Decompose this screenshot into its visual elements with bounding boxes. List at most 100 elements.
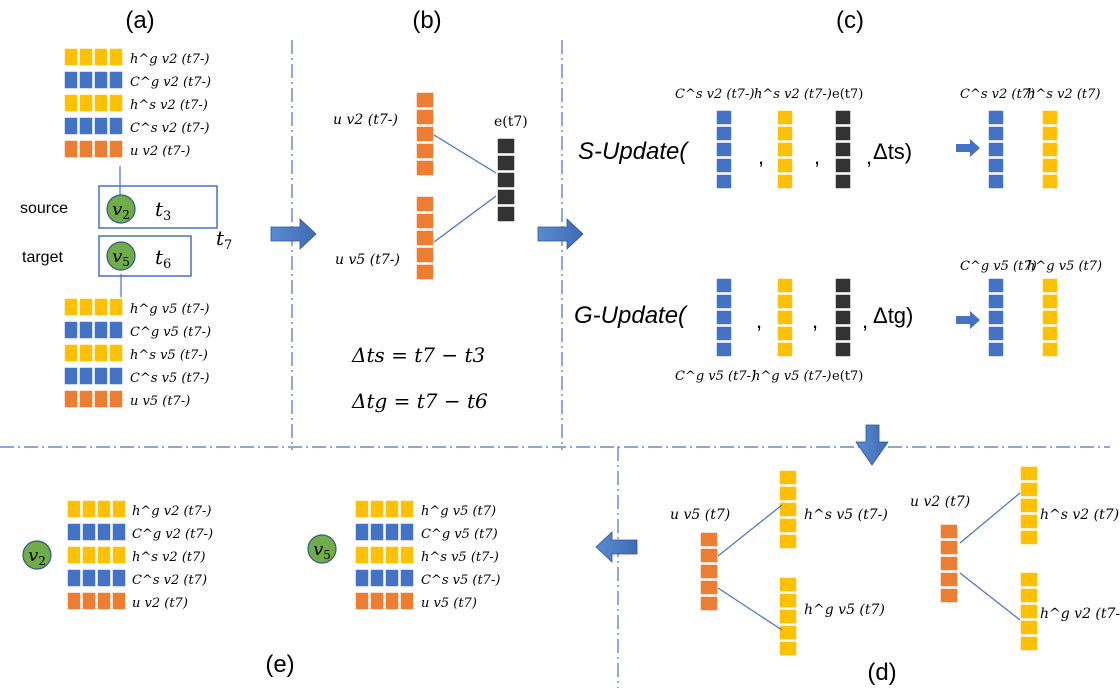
label-d-hs-v2: h^s v2 (t7) [1040,507,1119,523]
e-v2-cell [81,499,97,519]
edge-u-v2-to-e [433,134,497,174]
a-v5-cell [108,366,124,386]
e-v5-cell [384,522,400,542]
e-v2-cell [96,499,112,519]
d-hs-v5-cell [778,469,798,486]
d-u-v5-cell [699,595,719,612]
c-s-out-h-cell [1041,125,1059,142]
a-v5-cell [93,297,109,317]
c-s-in-e-cell [834,157,852,174]
label-d-hs-v5: h^s v5 (t7-) [804,507,888,523]
edge-u-v2-to-hs [959,492,1021,544]
a-v2-cell [78,139,94,159]
a-v2-cell [93,93,109,113]
a-v2-row-label: h^s v2 (t7-) [130,98,208,113]
v2-state-labels: h^g v2 (t7-) C^g v2 (t7-) h^s v2 (t7-) C^s … [130,52,211,159]
a-v2-cell [78,70,94,90]
e-v2-cell [111,591,127,611]
d-hg-v5-cell [778,592,798,609]
a-v2-row-label: u v2 (t7-) [130,144,190,159]
a-v5-cell [63,366,79,386]
g-comma-3: , [862,308,868,333]
edge-u-v5-to-e [433,195,497,243]
b-e-cell [496,154,516,172]
e-v5-cell [354,591,370,611]
c-g-out-c-cell [987,277,1005,294]
d-hg-v5-cell [778,624,798,641]
d-u-v2-cell [939,587,959,604]
a-v5-cell [78,389,94,409]
e-v5-cell [354,522,370,542]
event-time-t7: t7 [216,226,232,253]
g-update-label: G-Update( [574,302,689,329]
c-g-in-e-cell [834,277,852,294]
b-u-v5-cell [415,212,435,230]
v5-state-grid [63,297,124,409]
e-v5-cell [369,499,385,519]
s-out-label-c: C^s v2 (t7) [960,87,1035,102]
c-s-in-h-cell [776,173,794,190]
d-u-v2-cell [939,571,959,588]
node-e-v2 [22,540,52,570]
c-s-out-h-cell [1041,157,1059,174]
e-v5-row-label: u v5 (t7) [421,596,477,611]
c-s-out-c-cell [987,109,1005,126]
e-v5-row-label: C^g v5 (t7) [421,527,498,542]
node-v5 [106,241,136,271]
c-s-out-c-cell [987,157,1005,174]
e-v5-cell [384,591,400,611]
a-v5-row-label: h^s v5 (t7-) [130,348,208,363]
e-v2-cell [66,522,82,542]
e-v2-row-label: u v2 (t7) [132,596,188,611]
e-v5-cell [369,522,385,542]
d-hg-v2-cell [1019,587,1039,604]
c-s-out-c-cell [987,173,1005,190]
label-d-hg-v2: h^g v2 (t7-) [1040,606,1120,622]
g-delta: Δtg) [873,303,913,328]
a-v2-cell [63,93,79,113]
c-g-in-c-cell [715,309,733,326]
s-comma-3: , [866,144,872,169]
a-v5-cell [78,343,94,363]
s-delta: Δts) [873,139,912,164]
d-hs-v2-cell [1019,513,1039,530]
a-v5-cell [93,366,109,386]
target-time: t6 [155,245,171,272]
b-u-v5-cell [415,195,435,213]
a-v2-cell [78,47,94,67]
a-v5-cell [108,297,124,317]
c-g-in-h-cell [776,309,794,326]
b-u-v2-cell [415,125,435,143]
c-s-in-c-cell [715,125,733,142]
a-v5-cell [78,320,94,340]
e-v2-row-label: C^g v2 (t7-) [132,527,213,542]
c-g-in-e-cell [834,293,852,310]
arrow-b-to-c [537,218,584,250]
node-v2 [106,194,136,224]
e-v5-cell [369,568,385,588]
a-v2-cell [108,70,124,90]
b-u-v5-cell [415,229,435,247]
c-g-in-e-cell [834,309,852,326]
a-v5-cell [63,320,79,340]
a-v2-cell [93,47,109,67]
a-v5-cell [108,320,124,340]
g-update-result-arrow [956,311,980,329]
label-d-u-v2: u v2 (t7) [910,494,970,510]
e-v5-cell [354,545,370,565]
c-s-in-e-cell [834,173,852,190]
c-g-in-c-cell [715,293,733,310]
g-in-label-e: e(t7) [832,369,863,384]
a-v5-cell [108,343,124,363]
a-v2-cell [108,139,124,159]
a-v5-row-label: u v5 (t7-) [130,394,190,409]
c-s-out-c-cell [987,141,1005,158]
a-v5-cell [93,389,109,409]
e-v5-cell [399,522,415,542]
e-v2-cell [111,568,127,588]
e-v2-row-label: C^s v2 (t7) [132,573,207,588]
e-v5-cell [384,499,400,519]
e-v5-cell [369,545,385,565]
d-hs-v5-cell [778,533,798,550]
a-v2-cell [108,47,124,67]
